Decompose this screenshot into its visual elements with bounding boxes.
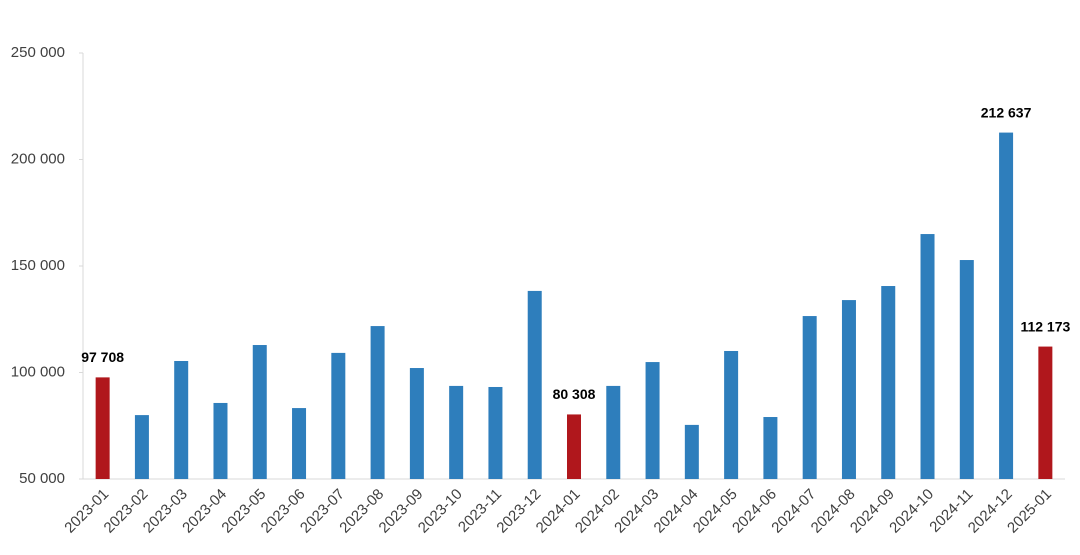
bar: [606, 385, 621, 479]
bar: [134, 415, 149, 479]
bar: [409, 368, 424, 479]
bar: [645, 362, 660, 479]
bar: [841, 300, 856, 479]
bar: [449, 385, 464, 479]
bar: [95, 377, 110, 479]
bar: [763, 417, 778, 479]
y-tick-label: 100 000: [11, 363, 65, 380]
bar: [527, 290, 542, 479]
value-label: 80 308: [553, 386, 596, 402]
bar: [920, 234, 935, 479]
bar: [488, 386, 503, 479]
bar: [684, 424, 699, 479]
bar: [567, 414, 581, 479]
bar: [252, 345, 267, 479]
value-label: 212 637: [981, 104, 1032, 120]
y-tick-label: 200 000: [11, 150, 65, 167]
bar: [370, 326, 385, 479]
bar: [331, 352, 346, 479]
y-tick-label: 50 000: [19, 470, 65, 487]
x-tick-label: 2024-10: [886, 486, 937, 537]
y-tick-label: 150 000: [11, 257, 65, 274]
x-tick-label: 2025-01: [1004, 486, 1055, 537]
bar: [999, 132, 1014, 479]
y-tick-label: 250 000: [11, 44, 65, 61]
bar: [802, 316, 817, 479]
bar: [213, 402, 228, 479]
bar: [1038, 346, 1053, 479]
bar: [959, 260, 974, 479]
value-label: 112 173: [1020, 318, 1070, 334]
x-tick-label: 2023-10: [415, 486, 466, 537]
bar: [724, 350, 739, 479]
bar: [174, 360, 189, 479]
bar: [881, 286, 896, 479]
value-label: 97 708: [81, 349, 124, 365]
bar: [292, 408, 307, 479]
